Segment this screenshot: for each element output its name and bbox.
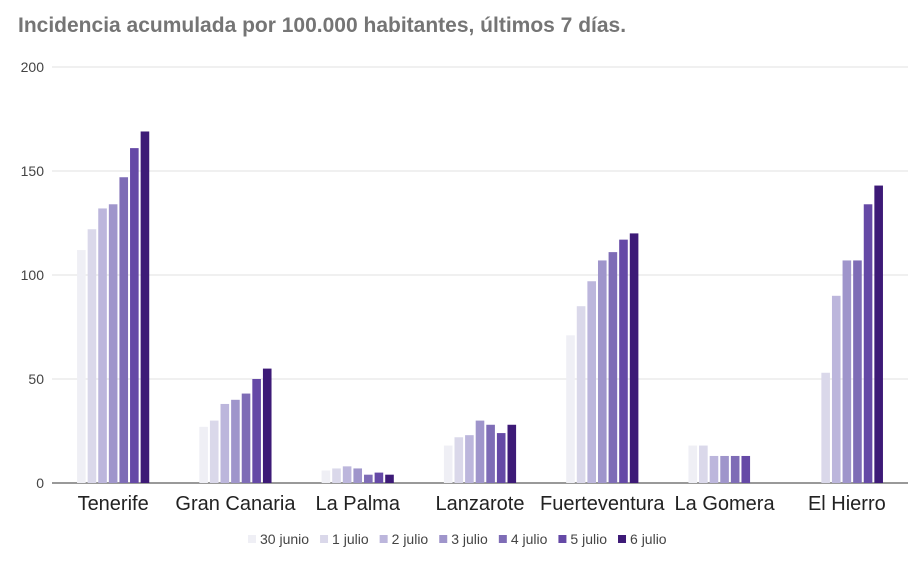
bar bbox=[87, 229, 97, 483]
legend-label[interactable]: 5 julio bbox=[570, 531, 607, 547]
legend-swatch bbox=[320, 535, 329, 543]
bar bbox=[853, 260, 862, 483]
bar bbox=[507, 424, 517, 483]
bar bbox=[77, 250, 86, 483]
bar bbox=[566, 335, 575, 483]
bar bbox=[629, 233, 639, 483]
bar bbox=[241, 393, 251, 483]
legend-label[interactable]: 1 julio bbox=[332, 531, 369, 547]
legend-swatch bbox=[379, 535, 388, 543]
legend-label[interactable]: 6 julio bbox=[630, 531, 667, 547]
x-tick-label: La Gomera bbox=[675, 493, 776, 515]
bar bbox=[252, 379, 261, 483]
y-tick-label: 150 bbox=[21, 163, 45, 179]
bar bbox=[486, 424, 495, 483]
bar bbox=[98, 208, 107, 483]
bar bbox=[709, 455, 719, 483]
y-tick-label: 0 bbox=[36, 475, 44, 491]
x-axis: Tenerife Gran Canaria La Palma Lanzarote Fue… bbox=[78, 493, 886, 515]
y-tick-label: 200 bbox=[21, 59, 45, 75]
bar bbox=[821, 372, 830, 483]
chart-title: Incidencia acumulada por 100.000 habitan… bbox=[18, 14, 627, 37]
legend-swatch bbox=[498, 535, 507, 543]
bar bbox=[842, 260, 852, 483]
y-axis: 0 50 100 150 200 bbox=[21, 59, 45, 491]
bar bbox=[119, 177, 129, 484]
x-tick-label: Lanzarote bbox=[436, 493, 525, 515]
bar bbox=[741, 455, 751, 483]
bar bbox=[699, 445, 708, 483]
bar bbox=[108, 204, 118, 483]
bar bbox=[619, 239, 628, 483]
legend-label[interactable]: 2 julio bbox=[392, 531, 429, 547]
bar bbox=[130, 148, 139, 483]
bar bbox=[231, 399, 240, 483]
bar bbox=[199, 426, 208, 483]
bar bbox=[385, 474, 394, 483]
bar bbox=[321, 470, 331, 483]
bar bbox=[597, 260, 607, 483]
bar bbox=[140, 131, 150, 484]
bar bbox=[576, 306, 586, 483]
bar bbox=[608, 252, 618, 483]
legend-swatch bbox=[618, 535, 627, 543]
legend-label[interactable]: 30 junio bbox=[260, 531, 309, 547]
bar bbox=[688, 445, 698, 483]
bar bbox=[342, 466, 352, 483]
bar bbox=[374, 472, 384, 483]
bar bbox=[831, 295, 841, 483]
legend-swatch bbox=[558, 535, 567, 543]
bar bbox=[874, 185, 883, 483]
legend-swatch bbox=[248, 535, 256, 543]
bar bbox=[475, 420, 485, 483]
bars bbox=[77, 131, 883, 484]
x-tick-label: Gran Canaria bbox=[175, 493, 296, 515]
bar bbox=[262, 368, 272, 483]
bar bbox=[454, 437, 464, 483]
bar bbox=[496, 433, 506, 483]
bar bbox=[863, 204, 873, 483]
legend: 30 junio 1 julio 2 julio 3 julio 4 julio 5 ju… bbox=[248, 531, 667, 547]
bar bbox=[209, 420, 219, 483]
bar bbox=[364, 474, 373, 483]
bar bbox=[587, 281, 596, 483]
bar bbox=[465, 435, 474, 483]
x-tick-label: Tenerife bbox=[78, 493, 149, 515]
bar bbox=[220, 403, 230, 483]
bar bbox=[720, 455, 729, 483]
x-tick-label: El Hierro bbox=[808, 493, 886, 515]
y-tick-label: 100 bbox=[21, 267, 45, 283]
bar bbox=[730, 455, 740, 483]
bar bbox=[353, 468, 363, 483]
legend-label[interactable]: 4 julio bbox=[511, 531, 548, 547]
legend-label[interactable]: 3 julio bbox=[451, 531, 488, 547]
x-tick-label: Fuerteventura bbox=[540, 493, 665, 515]
bar bbox=[332, 468, 341, 483]
bar bbox=[443, 445, 453, 483]
x-tick-label: La Palma bbox=[315, 493, 400, 515]
y-tick-label: 50 bbox=[28, 371, 44, 387]
legend-swatch bbox=[439, 535, 448, 543]
